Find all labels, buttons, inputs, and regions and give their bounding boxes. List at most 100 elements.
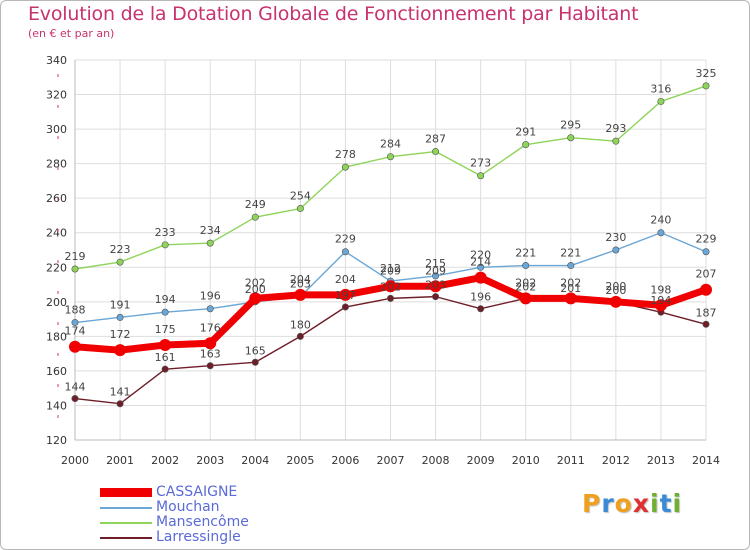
data-label-larressingle: 163 (200, 348, 221, 361)
x-tick-label: 2003 (196, 454, 224, 467)
data-label-larressingle: 196 (470, 291, 491, 304)
point-mansencme (341, 163, 349, 171)
data-label-cassaigne: 202 (245, 276, 266, 289)
data-label-larressingle: 187 (696, 306, 717, 319)
point-larressingle (477, 305, 485, 313)
point-mansencme (522, 141, 530, 149)
x-tick-label: 2000 (61, 454, 89, 467)
data-label-larressingle: 165 (245, 344, 266, 357)
y-tick-label: 180 (46, 330, 67, 343)
y-tick-label: 320 (46, 89, 67, 102)
y-tick-label: 300 (46, 123, 67, 136)
x-tick-label: 2012 (602, 454, 630, 467)
data-label-mansencme: 293 (605, 122, 626, 135)
point-mouchan (477, 263, 485, 271)
logo-letter: i (650, 489, 660, 518)
point-cassaigne (204, 337, 217, 350)
data-label-cassaigne: 176 (200, 321, 221, 334)
legend-swatch-cassaigne (100, 488, 152, 497)
data-label-mansencme: 278 (335, 148, 356, 161)
point-cassaigne (474, 271, 487, 284)
point-mouchan (116, 313, 124, 321)
point-mouchan (702, 248, 710, 256)
x-tick-label: 2006 (331, 454, 359, 467)
point-larressingle (71, 395, 79, 403)
x-tick-label: 2014 (692, 454, 720, 467)
point-mouchan (341, 248, 349, 256)
legend-label-larressingle: Larressingle (156, 529, 241, 545)
point-cassaigne (69, 340, 81, 353)
line-chart: 120 140 160 180 200 220 240 260 280 300 320 340 2000… (46, 54, 720, 467)
proxiti-logo: Proxiti (582, 489, 682, 518)
y-tick-label: 160 (46, 365, 67, 378)
data-label-cassaigne: 200 (605, 280, 626, 293)
point-cassaigne (564, 292, 577, 305)
point-mansencme (251, 213, 259, 221)
data-label-cassaigne: 204 (290, 273, 311, 286)
data-label-mansencme: 295 (560, 119, 581, 132)
legend-swatch-mouchan (100, 507, 152, 509)
point-mouchan (432, 272, 440, 280)
y-tick-label: 260 (46, 192, 67, 205)
point-mansencme (296, 205, 304, 213)
y-tick-label: 120 (46, 434, 67, 447)
point-mouchan (206, 305, 214, 313)
data-label-mouchan: 212 (380, 262, 401, 275)
point-larressingle (432, 293, 440, 301)
data-label-larressingle: 200 (605, 284, 626, 297)
x-tick-label: 2010 (512, 454, 540, 467)
legend-label-mansencome: Mansencôme (156, 514, 249, 530)
data-label-mouchan: 196 (200, 290, 221, 303)
point-larressingle (161, 365, 169, 373)
point-larressingle (386, 294, 394, 302)
point-cassaigne (429, 280, 442, 293)
data-label-larressingle: 144 (65, 381, 86, 394)
data-label-mouchan: 191 (110, 298, 131, 311)
data-label-mansencme: 234 (200, 224, 221, 237)
point-mansencme (432, 148, 440, 156)
point-cassaigne (249, 292, 262, 305)
y-tick-label: 140 (46, 399, 67, 412)
point-larressingle (116, 400, 124, 408)
grid (74, 59, 707, 441)
data-label-larressingle: 141 (110, 386, 131, 399)
point-cassaigne (700, 283, 712, 296)
data-label-larressingle: 201 (560, 282, 581, 295)
x-tick-label: 2005 (286, 454, 314, 467)
data-label-larressingle: 194 (650, 294, 671, 307)
logo-letter: t (659, 489, 673, 518)
data-label-mouchan: 230 (605, 231, 626, 244)
data-label-larressingle: 203 (425, 279, 446, 292)
data-label-larressingle: 202 (515, 280, 536, 293)
axes: 120 140 160 180 200 220 240 260 280 300 320 340 2000… (46, 54, 720, 467)
data-label-cassaigne: 214 (470, 256, 491, 269)
data-label-mansencme: 325 (696, 67, 717, 80)
data-label-cassaigne: 198 (650, 283, 671, 296)
logo-letter: i (672, 489, 683, 518)
x-tick-label: 2002 (151, 454, 179, 467)
y-tick-label: 200 (46, 296, 67, 309)
data-label-mansencme: 219 (65, 250, 86, 263)
data-label-mouchan: 200 (245, 283, 266, 296)
data-label-cassaigne: 204 (335, 273, 356, 286)
x-tick-label: 2004 (241, 454, 269, 467)
point-cassaigne (159, 339, 172, 351)
point-mansencme (116, 258, 124, 266)
point-mansencme (386, 153, 394, 161)
data-label-mouchan: 188 (65, 304, 86, 317)
logo-letter: x (632, 489, 650, 518)
point-mouchan (522, 262, 530, 270)
y-tick-label: 340 (46, 54, 67, 67)
data-label-mansencme: 291 (515, 126, 536, 139)
data-label-cassaigne: 174 (65, 325, 86, 338)
data-label-mansencme: 254 (290, 190, 311, 203)
point-mansencme (702, 82, 710, 90)
data-label-mansencme: 284 (380, 138, 401, 151)
data-label-mouchan: 229 (335, 233, 356, 246)
x-tick-label: 2008 (422, 454, 450, 467)
data-label-mansencme: 273 (470, 157, 491, 170)
data-label-mansencme: 249 (245, 198, 266, 211)
point-cassaigne (294, 288, 307, 301)
